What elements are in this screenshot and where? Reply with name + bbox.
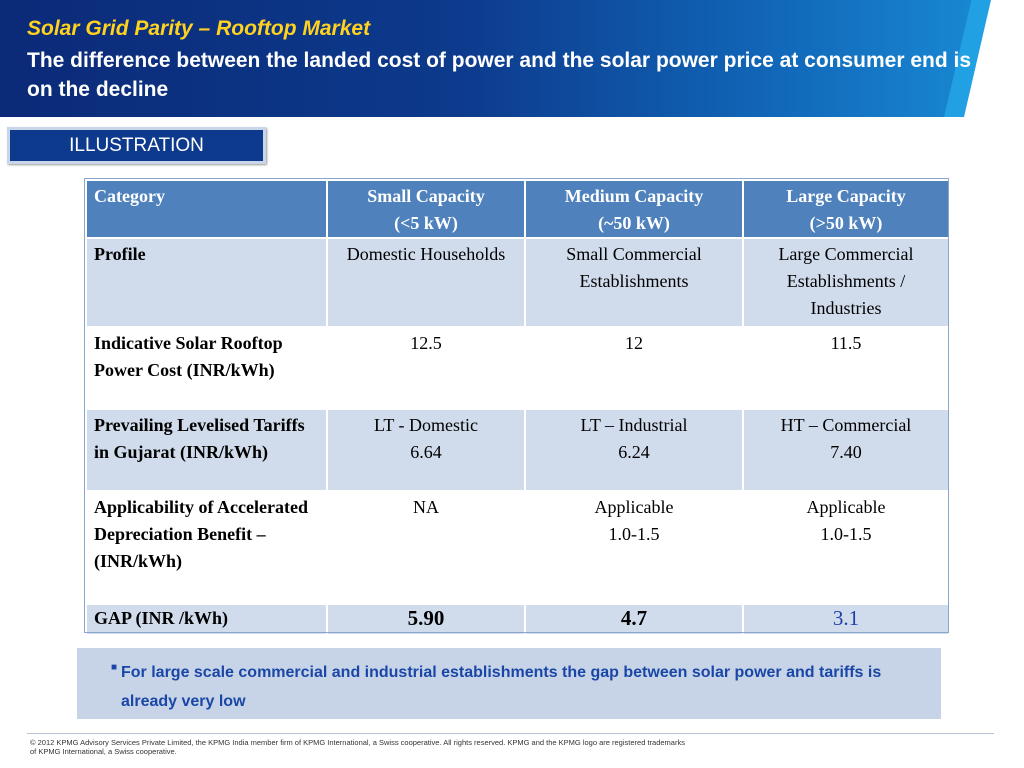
table-cell: 11.5 [742, 326, 950, 410]
table-row-gap: GAP (INR /kWh) 5.90 4.7 3.1 [85, 603, 950, 636]
table-cell: Applicable 1.0-1.5 [524, 490, 744, 605]
slide-header: Solar Grid Parity – Rooftop Market The d… [0, 0, 1024, 117]
header-medium-capacity: Medium Capacity (~50 kW) [524, 179, 744, 239]
table-cell: 12 [524, 326, 744, 410]
illustration-badge: ILLUSTRATION [7, 127, 266, 164]
copyright-footer: © 2012 KPMG Advisory Services Private Li… [30, 738, 685, 756]
footer-divider [27, 733, 994, 734]
header-category: Category [85, 179, 328, 239]
slide-subtitle: The difference between the landed cost o… [27, 49, 972, 101]
note-text: For large scale commercial and industria… [121, 664, 882, 710]
table-cell: LT – Industrial 6.24 [524, 408, 744, 492]
gap-value-small: 5.90 [326, 603, 526, 636]
table-row-depreciation: Applicability of Accelerated Depreciatio… [85, 490, 950, 605]
table-header-row: Category Small Capacity (<5 kW) Medium Ca… [85, 179, 950, 239]
table-row-solar-cost: Indicative Solar Rooftop Power Cost (INR… [85, 326, 950, 410]
gap-value-large: 3.1 [742, 603, 950, 636]
row-label: Applicability of Accelerated Depreciatio… [85, 490, 328, 605]
table-cell: HT – Commercial 7.40 [742, 408, 950, 492]
table-cell: 12.5 [326, 326, 526, 410]
table-cell: LT - Domestic 6.64 [326, 408, 526, 492]
table-cell: Applicable 1.0-1.5 [742, 490, 950, 605]
table-row-profile: Profile Domestic Households Small Commer… [85, 237, 950, 328]
callout-note: ■ For large scale commercial and industr… [77, 648, 941, 719]
row-label: Prevailing Levelised Tariffs in Gujarat … [85, 408, 328, 492]
row-label: Profile [85, 237, 328, 328]
square-bullet-icon: ■ [111, 662, 118, 673]
table-cell: NA [326, 490, 526, 605]
table-row-tariffs: Prevailing Levelised Tariffs in Gujarat … [85, 408, 950, 492]
header-small-capacity: Small Capacity (<5 kW) [326, 179, 526, 239]
table-cell: Small Commercial Establishments [524, 237, 744, 328]
row-label: GAP (INR /kWh) [85, 603, 328, 636]
row-label: Indicative Solar Rooftop Power Cost (INR… [85, 326, 328, 410]
table-cell: Large Commercial Establishments / Indust… [742, 237, 950, 328]
slide-title: Solar Grid Parity – Rooftop Market [27, 17, 371, 40]
header-large-capacity: Large Capacity (>50 kW) [742, 179, 950, 239]
gap-value-medium: 4.7 [524, 603, 744, 636]
table-cell: Domestic Households [326, 237, 526, 328]
comparison-table: Category Small Capacity (<5 kW) Medium Ca… [85, 179, 950, 636]
